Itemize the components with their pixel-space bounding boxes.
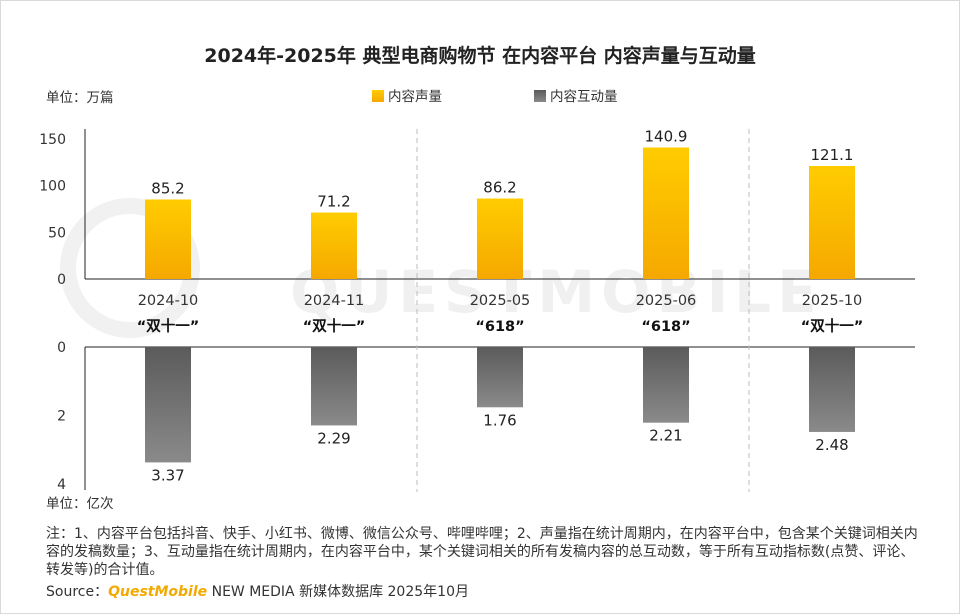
watermark-logo-icon: [60, 198, 200, 338]
volume-bar: [477, 198, 523, 279]
volume-value-label: 85.2: [151, 179, 184, 197]
interaction-bar: [477, 347, 523, 408]
interaction-bar: [311, 347, 357, 426]
top-unit-label: 单位：万篇: [46, 90, 114, 106]
source-brand: QuestMobile: [108, 584, 208, 600]
interaction-bar: [643, 347, 689, 423]
interaction-bar: [809, 347, 855, 432]
interaction-value-label: 1.76: [483, 411, 516, 429]
watermark-text: QUESTMOBILE: [290, 258, 823, 326]
interaction-value-label: 2.48: [815, 436, 848, 454]
labels: 85.2 3.37 2024-10 “双十一” 71.2 2.29 2024-11 “双十一”…: [137, 127, 864, 484]
volume-bar: [145, 199, 191, 279]
festival-label: “618”: [641, 319, 690, 335]
source-rest: NEW MEDIA 新媒体数据库 2025年10月: [207, 584, 469, 600]
festival-label: “双十一”: [137, 317, 200, 335]
category-label: 2025-06: [636, 293, 697, 309]
volume-bar: [809, 165, 855, 279]
top-tick-label: 150: [39, 132, 66, 148]
volume-bar: [311, 212, 357, 279]
top-tick-label: 0: [57, 272, 66, 288]
volume-value-label: 140.9: [645, 127, 688, 145]
legend: 内容声量 内容互动量: [372, 88, 618, 105]
watermark: QUESTMOBILE: [60, 198, 823, 338]
category-label: 2025-05: [470, 293, 531, 309]
interaction-value-label: 2.21: [649, 427, 682, 445]
interaction-value-label: 2.29: [317, 429, 350, 447]
interaction-value-label: 3.37: [151, 466, 184, 484]
bottom-tick-label: 2: [57, 409, 66, 425]
category-label: 2024-10: [138, 293, 199, 309]
festival-label: “双十一”: [303, 317, 366, 335]
volume-value-label: 121.1: [811, 146, 854, 164]
legend-label-interaction: 内容互动量: [550, 88, 618, 105]
volume-bar: [643, 147, 689, 279]
legend-swatch-volume: [372, 90, 384, 102]
category-label: 2025-10: [802, 293, 863, 309]
legend-label-volume: 内容声量: [388, 88, 442, 105]
category-label: 2024-11: [304, 293, 365, 309]
chart-title: 2024年-2025年 典型电商购物节 在内容平台 内容声量与互动量: [204, 44, 756, 67]
volume-value-label: 86.2: [483, 179, 516, 197]
festival-label: “618”: [475, 319, 524, 335]
bars: [145, 147, 855, 463]
top-tick-label: 100: [39, 179, 66, 195]
interaction-bar: [145, 347, 191, 463]
volume-value-label: 71.2: [317, 193, 350, 211]
legend-swatch-interaction: [534, 90, 546, 102]
bottom-unit-label: 单位：亿次: [46, 496, 114, 512]
footnote: 注：1、内容平台包括抖音、快手、小红书、微博、微信公众号、哔哩哔哩；2、声量指在…: [46, 526, 918, 578]
festival-label: “双十一”: [801, 317, 864, 335]
bottom-tick-label: 4: [57, 477, 66, 493]
source-line: Source：QuestMobile NEW MEDIA 新媒体数据库 2025…: [46, 581, 469, 601]
source-label: Source：: [46, 584, 109, 600]
top-tick-label: 50: [48, 225, 66, 241]
bottom-tick-label: 0: [57, 340, 66, 356]
